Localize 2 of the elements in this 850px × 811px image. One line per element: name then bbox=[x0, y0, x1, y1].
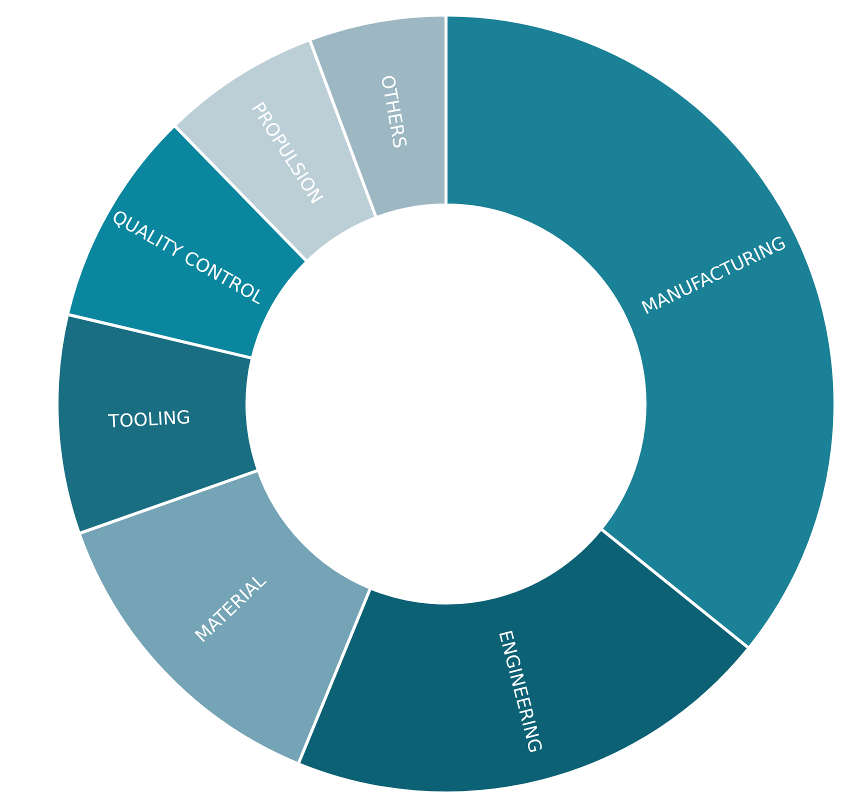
slice-label: TOOLING bbox=[106, 407, 191, 433]
slice-label: OTHERS bbox=[376, 73, 410, 150]
